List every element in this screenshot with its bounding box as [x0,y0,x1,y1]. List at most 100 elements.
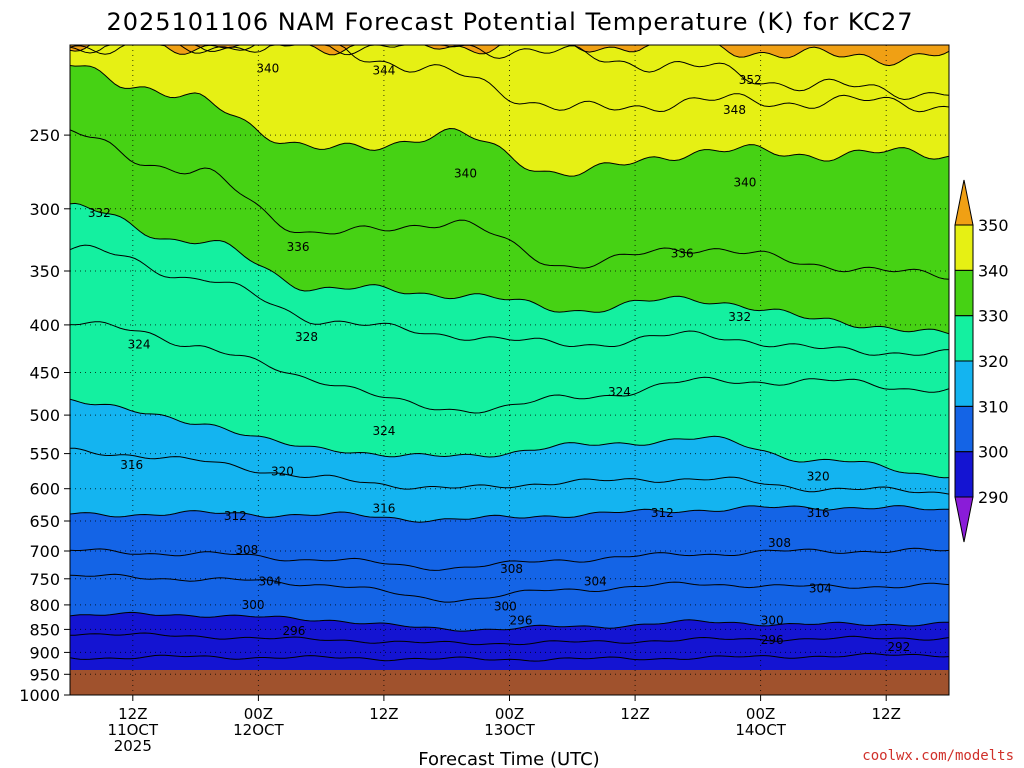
x-tick-label-18-0: 00Z [244,705,273,723]
contour-label-332: 332 [728,310,751,324]
y-tick-label-550: 550 [29,445,60,464]
y-tick-label-950: 950 [29,665,60,684]
contour-label-300: 300 [761,614,784,628]
x-tick-label-42-1: 13OCT [484,721,535,739]
colorbar-swatch-300 [954,405,974,453]
y-tick-label-1000: 1000 [19,686,60,705]
contour-label-296: 296 [510,614,533,628]
contour-label-316: 316 [807,506,830,520]
colorbar-label-340: 340 [978,261,1009,280]
contour-label-328: 328 [295,330,318,344]
contour-label-312: 312 [651,506,674,520]
contour-label-348: 348 [723,103,746,117]
contour-label-340: 340 [733,175,756,189]
isentrope-348 [70,45,949,101]
contour-label-296: 296 [761,633,784,647]
isentrope-332 [70,202,949,335]
contour-label-300: 300 [494,599,517,613]
y-tick-label-500: 500 [29,406,60,425]
colorbar-swatch-340 [954,224,974,271]
y-tick-label-800: 800 [29,596,60,615]
theta-band-332 [70,129,949,334]
theta-band-296 [70,612,949,645]
y-tick-label-250: 250 [29,126,60,145]
contour-label-296: 296 [282,624,305,638]
y-tick-label-400: 400 [29,316,60,335]
isentrope-328 [70,244,949,356]
ground-below-surface [70,670,949,695]
chart-title: 2025101106 NAM Forecast Potential Temper… [106,8,913,36]
isentrope-292 [70,652,949,662]
x-tick-label-66-1: 14OCT [735,721,786,739]
isentrope-lines [70,45,949,662]
y-tick-label-850: 850 [29,620,60,639]
y-tick-label-700: 700 [29,542,60,561]
contour-label-320: 320 [807,469,830,483]
isentrope-324 [70,321,949,414]
isentrope-336 [70,129,949,280]
isentrope-312 [70,505,949,523]
theta-band-336 [70,65,949,280]
contour-label-332: 332 [88,206,111,220]
contour-label-304: 304 [809,581,832,595]
theta-band-320 [70,321,949,478]
contour-label-312: 312 [224,509,247,523]
colorbar-label-330: 330 [978,307,1009,326]
theta-band-328 [70,203,949,356]
theta-band-312 [70,448,949,523]
y-tick-label-600: 600 [29,480,60,499]
contour-label-324: 324 [608,385,631,399]
x-tick-label-66-0: 00Z [746,705,775,723]
y-tick-label-650: 650 [29,512,60,531]
contour-label-308: 308 [500,562,523,576]
y-tick-label-350: 350 [29,262,60,281]
x-tick-label-6-0: 12Z [118,705,147,723]
colorbar-swatch-330 [954,269,974,317]
x-tick-label-18-1: 12OCT [233,721,284,739]
contour-label-292: 292 [887,640,910,654]
colorbar-bottom-arrow [954,496,974,543]
contour-labels: 340 344 352 348 340 340 332 336 336 332 328 324 324 3… [88,62,910,655]
contour-label-336: 336 [671,246,694,260]
isentrope-316 [70,447,949,495]
colorbar-label-350: 350 [978,216,1009,235]
isentrope-304 [70,573,949,603]
colorbar-label-300: 300 [978,443,1009,462]
contour-label-336: 336 [287,240,310,254]
contour-label-304: 304 [584,575,607,589]
colorbar-label-320: 320 [978,352,1009,371]
x-tick-label-54-0: 12Z [620,705,649,723]
x-tick-label-6-2: 2025 [114,737,152,755]
theta-band-292 [70,633,949,662]
y-tick-label-750: 750 [29,570,60,589]
contour-label-344: 344 [372,63,395,77]
y-axis-pressure-ticks: 250 300 350 400 450 500 550 600 650 700 750 800 850 9… [19,126,70,705]
credit-text: coolwx.com/modelts [862,748,1014,764]
theta-band-above-352 [70,45,949,66]
x-axis-label: Forecast Time (UTC) [418,749,599,768]
contour-label-340: 340 [454,167,477,181]
contour-label-340: 340 [256,62,279,76]
isentrope-344 [70,45,949,113]
isentrope-320 [70,398,949,479]
contour-label-300: 300 [242,598,265,612]
y-tick-label-900: 900 [29,643,60,662]
colorbar-legend: 290 300 310 320 330 340 350 [954,179,1009,543]
colorbar-top-arrow [954,179,974,226]
theta-band-324 [70,245,949,413]
colorbar-swatch-310 [954,360,974,407]
contour-label-324: 324 [372,424,395,438]
colorbar-label-290: 290 [978,488,1009,507]
colorbar-swatch-320 [954,315,974,362]
contour-label-304: 304 [258,575,281,589]
x-tick-label-30-0: 12Z [369,705,398,723]
y-tick-label-450: 450 [29,364,60,383]
isentrope-296 [70,632,949,646]
isentrope-352 [70,45,949,67]
colorbar-label-310: 310 [978,397,1009,416]
colorbar-swatch-290 [954,451,974,498]
isentrope-300 [70,611,949,632]
contour-label-324: 324 [128,338,151,352]
